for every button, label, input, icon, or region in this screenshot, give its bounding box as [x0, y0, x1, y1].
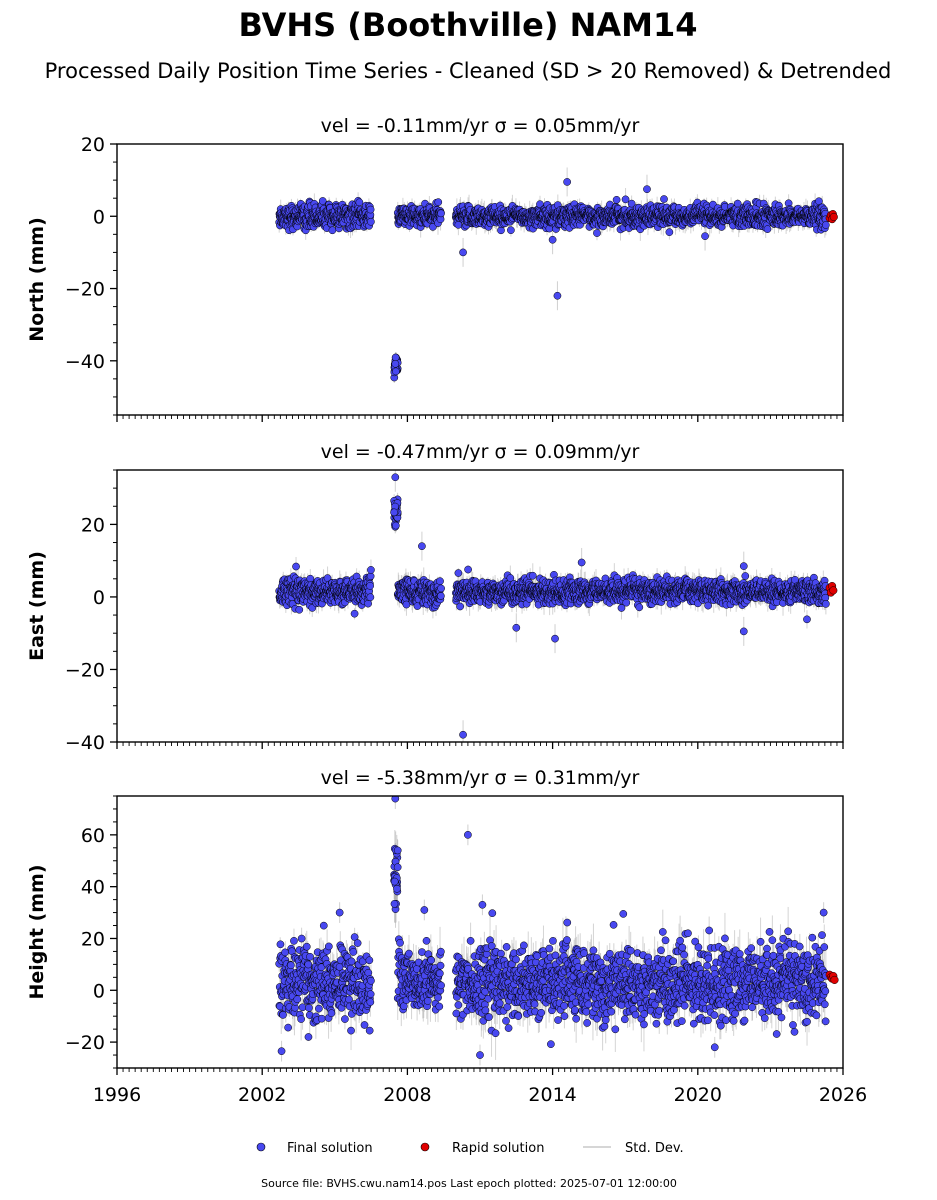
north-plot-area — [275, 167, 838, 383]
north-final-point — [627, 199, 636, 208]
north-final-point — [660, 195, 668, 203]
north-ytick-label: −40 — [65, 351, 105, 373]
east-final-point — [306, 574, 315, 583]
east-final-point — [295, 605, 304, 614]
east-final-point — [454, 569, 463, 577]
north-final-point — [821, 221, 830, 229]
east-plot-area — [275, 470, 838, 742]
east-final-point — [437, 592, 445, 600]
east-final-point — [456, 602, 464, 611]
north-final-point — [665, 228, 674, 237]
north-outlier-point — [643, 185, 651, 194]
north-outlier-point — [459, 248, 467, 257]
north-ytick-label: 0 — [93, 206, 105, 228]
east-final-point — [366, 593, 375, 602]
east-final-point — [464, 565, 472, 574]
north-outlier-point — [548, 235, 557, 244]
north-final-point — [434, 198, 443, 206]
east-panel-title: vel = -0.47mm/yr σ = 0.09mm/yr — [321, 441, 640, 463]
north-ytick-label: −20 — [65, 279, 105, 301]
north-axes-frame — [116, 143, 844, 416]
north-final-point — [328, 226, 337, 235]
north-offset-point — [392, 367, 400, 376]
east-final-point — [367, 566, 375, 574]
north-outlier-point — [553, 291, 562, 300]
north-final-point — [593, 229, 601, 237]
east-ylabel: East (mm) — [26, 551, 48, 661]
north-panel-title: vel = -0.11mm/yr σ = 0.05mm/yr — [321, 115, 640, 137]
north-final-point — [366, 205, 375, 214]
north-final-point — [318, 197, 327, 205]
north-outlier-point — [701, 232, 709, 240]
east-final-point — [366, 582, 374, 590]
north-offset-point — [391, 359, 400, 368]
east-final-point — [292, 562, 300, 571]
east-final-points — [275, 473, 830, 739]
panels-group: vel = -0.11mm/yr σ = 0.05mm/yr North (mm)… — [26, 115, 867, 1106]
north-final-points — [275, 178, 830, 382]
north-outlier-point — [563, 178, 571, 186]
north-final-point — [612, 195, 621, 204]
north-ylabel: North (mm) — [26, 217, 48, 342]
north-rapid-point — [829, 212, 838, 222]
east-final-point — [436, 577, 444, 585]
figure-title: BVHS (Boothville) NAM14 — [238, 6, 697, 44]
north-final-point — [367, 217, 375, 226]
north-ytick-label: 20 — [81, 134, 105, 156]
east-final-point — [350, 609, 359, 618]
east-final-point — [437, 584, 445, 593]
north-final-point — [437, 209, 445, 218]
north-final-point — [621, 195, 630, 204]
north-final-point — [507, 226, 515, 235]
north-panel: vel = -0.11mm/yr σ = 0.05mm/yr North (mm)… — [26, 115, 844, 422]
figure-subtitle: Processed Daily Position Time Series - C… — [45, 59, 892, 83]
north-final-point — [763, 225, 772, 233]
north-rapid-points — [825, 210, 838, 224]
north-final-point — [355, 198, 364, 207]
